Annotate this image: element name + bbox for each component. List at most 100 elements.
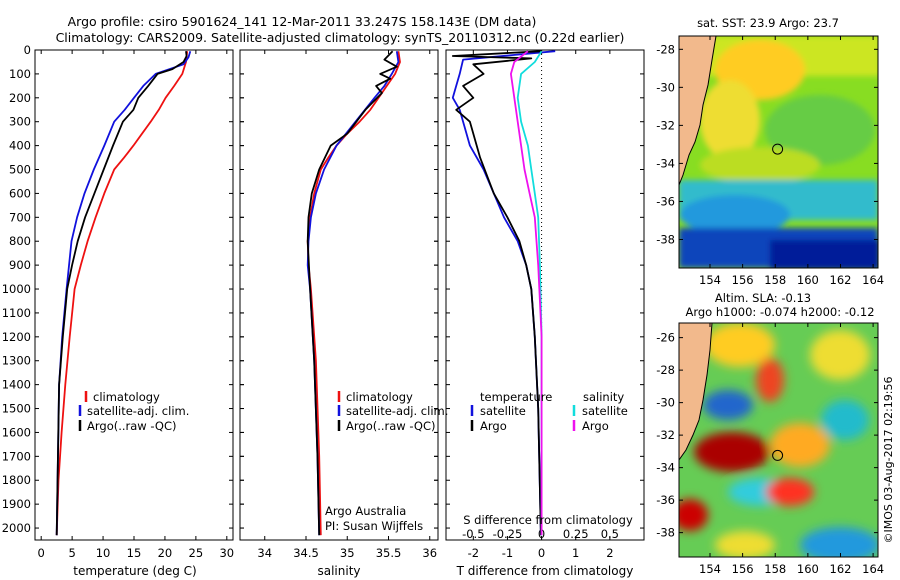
sst-y-ticks: -28 -30 -32 -34 -36 -38 — [656, 42, 878, 246]
salinity-diff-legend: salinity satellite Argo — [572, 390, 628, 433]
sst-land — [679, 36, 716, 185]
sst-x-ticks: 154 156 158 160 162 164 — [699, 36, 884, 287]
map-x-tick-label: 160 — [797, 273, 819, 287]
difference-xlabel: T difference from climatology — [456, 564, 634, 578]
x-tick-label: 20 — [158, 546, 173, 560]
depth-tick-label: 100 — [9, 67, 31, 81]
figure-subtitle: Climatology: CARS2009. Satellite-adjuste… — [56, 30, 625, 45]
legend-label-argo: Argo(..raw -QC) — [87, 419, 177, 433]
sst-coastline — [679, 36, 717, 186]
x-tick-label: 34.5 — [293, 546, 319, 560]
legend-label-argo: Argo(..raw -QC) — [346, 419, 436, 433]
map-x-tick-label: 164 — [862, 273, 884, 287]
map-x-tick-label: 162 — [830, 562, 852, 576]
map-x-tick-label: 158 — [764, 273, 786, 287]
map-y-tick-label: -32 — [656, 428, 675, 442]
figure-title: Argo profile: csiro 5901624_141 12-Mar-2… — [68, 14, 537, 29]
sla-negative-anomaly — [800, 527, 878, 557]
sla-strong-positive — [679, 499, 708, 531]
depth-tick-label: 1300 — [2, 354, 31, 368]
x-tick-label: 2 — [606, 546, 613, 560]
sst-field — [679, 36, 878, 268]
salinity-lines — [306, 50, 401, 536]
map-y-tick-label: -36 — [656, 493, 675, 507]
depth-tick-label: 700 — [9, 210, 31, 224]
depth-tick-label: 800 — [9, 234, 31, 248]
legend-label-climatology: climatology — [93, 390, 160, 404]
depth-tick-label: 1100 — [2, 306, 31, 320]
sla-strong-positive — [694, 432, 770, 472]
temperature-axes-frame — [34, 49, 234, 541]
legend-label-argo: Argo — [480, 419, 507, 433]
x-tick-label: 36 — [422, 546, 437, 560]
annotation-line-2: PI: Susan Wijffels — [325, 519, 423, 533]
x-tick-label: 0 — [38, 546, 45, 560]
map-x-tick-label: 158 — [764, 562, 786, 576]
series-line-argo-raw-qc — [306, 50, 398, 536]
salinity-diff-tick-label: -0.5 — [462, 527, 484, 541]
depth-tick-label: 1600 — [2, 425, 31, 439]
depth-tick-label: 200 — [9, 91, 31, 105]
series-line-salinity-argo — [509, 50, 543, 536]
depth-tick-label: 900 — [9, 258, 31, 272]
series-line-satellite-adj-clim — [306, 51, 400, 536]
depth-tick-label: 0 — [24, 43, 31, 57]
sla-positive-anomaly — [756, 358, 784, 402]
sst-map-frame — [678, 35, 879, 269]
map-y-tick-label: -38 — [656, 526, 675, 540]
map-y-tick-label: -28 — [656, 42, 675, 56]
depth-tick-label: 1000 — [2, 282, 31, 296]
sst-mid-patch — [700, 147, 820, 183]
map-x-tick-label: 164 — [862, 562, 884, 576]
sla-field — [679, 323, 878, 557]
annotation-line-1: Argo Australia — [325, 504, 406, 518]
map-x-tick-label: 154 — [699, 562, 721, 576]
x-tick-label: 30 — [219, 546, 234, 560]
depth-tick-label: 1800 — [2, 473, 31, 487]
map-y-tick-label: -28 — [656, 363, 675, 377]
x-tick-label: 25 — [189, 546, 204, 560]
sla-x-ticks: 154 156 158 160 162 164 — [699, 323, 884, 576]
salinity-x-ticks: 34 34.5 35 35.5 36 — [240, 49, 438, 560]
salinity-panel: 34 34.5 35 35.5 36 salinity climatology sate… — [239, 49, 448, 578]
series-line-climatology — [55, 51, 189, 536]
legend-label-cyan: satellite — [582, 404, 628, 418]
sla-y-ticks: -26 -28 -30 -32 -34 -36 -38 — [656, 331, 878, 540]
sla-negative-anomaly — [703, 390, 753, 420]
map-x-tick-label: 156 — [732, 273, 754, 287]
salinity-axes-frame — [239, 49, 439, 541]
sla-positive-anomaly — [810, 330, 870, 380]
legend-label-satellite: satellite-adj. clim. — [346, 404, 448, 418]
difference-lines — [451, 50, 556, 536]
map-y-tick-label: -36 — [656, 194, 675, 208]
x-tick-label: 35 — [340, 546, 355, 560]
sla-map: Altim. SLA: -0.13 Argo h1000: -0.074 h20… — [656, 291, 884, 576]
x-tick-label: 10 — [96, 546, 111, 560]
sla-positive-anomaly — [715, 531, 775, 557]
salinity-legend: climatology satellite-adj. clim. Argo(..… — [337, 390, 448, 433]
x-tick-label: -2 — [468, 546, 479, 560]
argo-position-marker — [772, 449, 784, 461]
sla-map-title: Altim. SLA: -0.13 — [715, 291, 811, 305]
x-tick-label: 1 — [572, 546, 579, 560]
sst-cool-patch — [680, 195, 790, 235]
legend-label-satellite: satellite — [480, 404, 526, 418]
series-line-satellite-adj-clim — [55, 50, 192, 536]
x-tick-label: 5 — [68, 546, 75, 560]
map-y-tick-label: -38 — [656, 232, 675, 246]
sla-coastline — [679, 323, 713, 461]
legend-title-salinity: salinity — [583, 390, 624, 404]
map-y-tick-label: -30 — [656, 80, 675, 94]
sla-positive-anomaly — [766, 478, 814, 506]
series-line-argo-raw-qc — [55, 51, 188, 536]
depth-tick-label: 600 — [9, 186, 31, 200]
depth-tick-label: 500 — [9, 163, 31, 177]
map-x-tick-label: 154 — [699, 273, 721, 287]
map-y-tick-label: -34 — [656, 156, 675, 170]
legend-label-climatology: climatology — [346, 390, 413, 404]
map-y-tick-label: -26 — [656, 331, 675, 345]
sst-map-title: sat. SST: 23.9 Argo: 23.7 — [697, 16, 839, 30]
salinity-diff-tick-label: 0.25 — [563, 527, 589, 541]
depth-tick-label: 2000 — [2, 521, 31, 535]
